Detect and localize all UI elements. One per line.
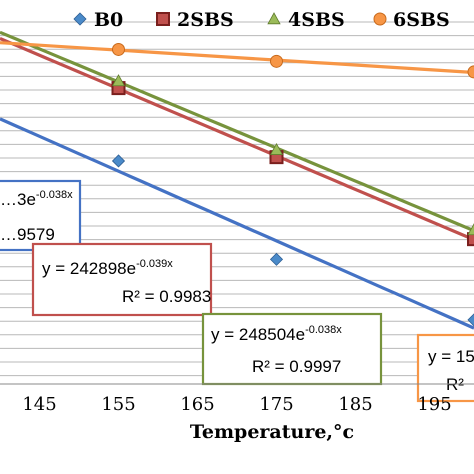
legend-item-2sbs: 2SBS: [156, 9, 234, 31]
marker-b0: [467, 313, 474, 327]
marker-b0: [269, 252, 284, 266]
x-tick-label: 175: [259, 394, 293, 415]
trendline-r2: …9579: [0, 225, 55, 244]
marker-2sbs: [467, 232, 474, 247]
trendline-label-box: [0, 179, 82, 252]
legend-marker: [73, 12, 87, 26]
trendline-equation: …3e-0.038x: [0, 189, 73, 209]
trendline-2sbs: [0, 37, 474, 242]
legend: B0 2SBS 4SBS 6SBS: [73, 9, 450, 31]
trendline-r2: R² = 0.9983: [122, 287, 211, 306]
legend-item-6sbs: 6SBS: [373, 9, 450, 31]
marker-b0: [111, 154, 126, 168]
legend-item-b0: B0: [73, 9, 123, 31]
trendline-label-box: [201, 312, 383, 386]
trendline-r2: R² = 0.9997: [252, 357, 341, 376]
marker-4sbs: [467, 223, 474, 236]
trendline-equation: y = 248504e-0.038x: [211, 324, 342, 344]
trendline-label-box: [416, 333, 474, 403]
x-tick-label: 145: [22, 394, 56, 415]
trendline-4sbs: [0, 30, 474, 233]
legend-label: 6SBS: [393, 9, 450, 31]
marker-6sbs: [270, 54, 283, 68]
trendline-6sbs: [0, 41, 474, 75]
x-axis-title: Temperature,°c: [190, 421, 354, 443]
legend-marker: [267, 12, 281, 25]
trendline-labels: …3e-0.038x …9579 y = 242898e-0.039x R² = 0.…: [0, 179, 474, 403]
x-tick-labels: 145 155 165 175 185 195: [22, 394, 451, 415]
marker-6sbs: [112, 42, 125, 56]
trendlines: [0, 30, 474, 330]
marker-6sbs: [467, 65, 474, 79]
marker-4sbs: [269, 142, 284, 155]
trendline-equation: y = 242898e-0.039x: [42, 258, 173, 278]
data-markers: [111, 42, 474, 327]
legend-label: 4SBS: [288, 9, 345, 31]
legend-label: B0: [94, 9, 123, 31]
x-tick-label: 155: [101, 394, 135, 415]
x-tick-label: 185: [338, 394, 372, 415]
marker-4sbs: [111, 74, 126, 87]
legend-item-4sbs: 4SBS: [267, 9, 345, 31]
trendline-equation: y = 15: [428, 347, 474, 366]
x-tick-label: 195: [417, 394, 451, 415]
trendline-b0: [0, 117, 474, 330]
legend-marker: [373, 12, 387, 26]
x-tick-label: 165: [180, 394, 214, 415]
trendline-label-box: [31, 242, 213, 317]
legend-marker: [156, 12, 170, 26]
legend-label: 2SBS: [177, 9, 234, 31]
